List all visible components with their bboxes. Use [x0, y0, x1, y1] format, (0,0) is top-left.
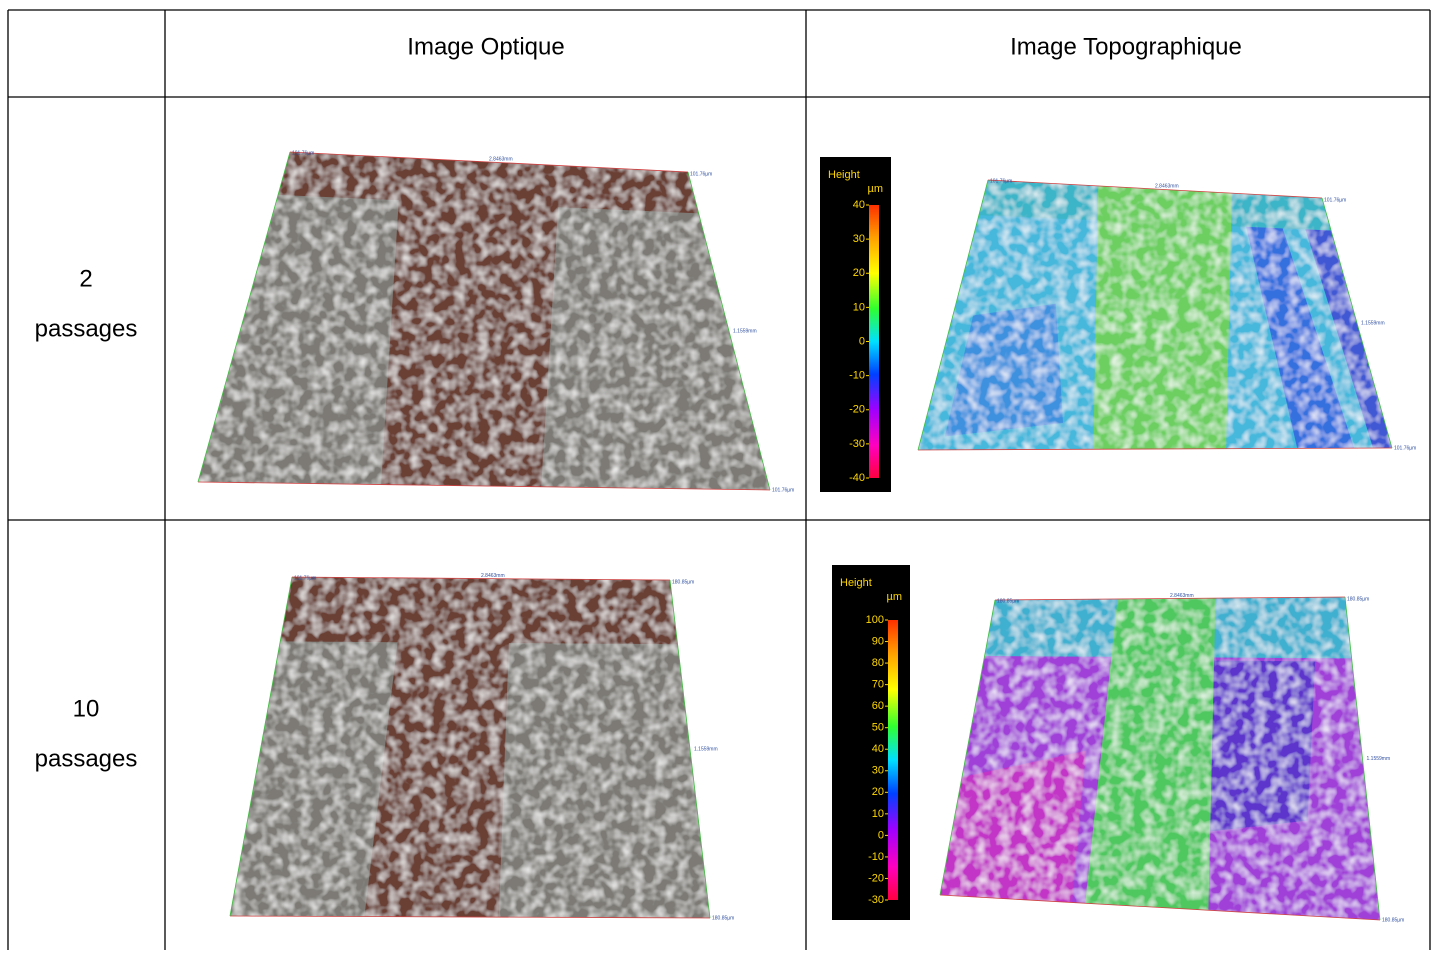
surface-streak [944, 303, 1063, 437]
axis-label: 101.76µm [772, 487, 794, 493]
colorbar-tick-label: 60 [872, 700, 884, 712]
colorbar-unit: µm [886, 591, 902, 603]
axis-label: 101.76µm [1394, 445, 1416, 451]
axis-label: 101.76µm [1324, 197, 1346, 203]
surface-stripe [381, 157, 561, 487]
colorbar-title: Height [840, 577, 872, 589]
surface-stripe [1085, 598, 1216, 911]
surface-image [918, 180, 1392, 450]
frame-edge [987, 179, 1323, 199]
axis-label: 2.8463mm [481, 573, 505, 579]
colorbar-gradient [869, 205, 879, 478]
frame-edge [1321, 197, 1393, 449]
colorbar-tick-label: -30 [849, 438, 865, 450]
axis-label: 1.1559mm [733, 328, 757, 334]
axis-label: 101.76µm [690, 171, 712, 177]
axis-label: 180.85µm [712, 915, 734, 921]
header-topographic: Image Topographique [1010, 33, 1242, 60]
frame [939, 596, 1381, 921]
frame-edge [229, 915, 711, 919]
colorbar-tick-label: 20 [872, 786, 884, 798]
surface-streak [1238, 193, 1355, 449]
axis-label: 180.85µm [672, 579, 694, 585]
row-label: passages [35, 745, 138, 772]
frame-edge [197, 481, 771, 491]
frame-edge [291, 576, 671, 581]
frame-edge [229, 576, 293, 917]
colorbar-tick-label: 40 [853, 199, 865, 211]
surface-stripe [1093, 185, 1232, 450]
colorbar-gradient [888, 620, 898, 900]
axis-label: 1.1559mm [1367, 756, 1391, 762]
frame-edge [687, 171, 771, 491]
colorbar-tick-label: -20 [868, 872, 884, 884]
row-label: 10 [73, 695, 100, 722]
axis-label: 2.8463mm [1170, 593, 1194, 599]
frame-edge [939, 599, 996, 896]
axis-label: 180.85µm [1347, 596, 1369, 602]
table-borders [7, 9, 1431, 950]
axis-label: 1.1559mm [694, 746, 718, 752]
frame-edge [197, 151, 291, 483]
axis-label: 2.8463mm [489, 156, 513, 162]
axis-label: 2.8463mm [1155, 183, 1179, 189]
frame-edge [917, 179, 989, 451]
frame-edge [917, 447, 1393, 451]
axis-label: 101.76µm [292, 150, 314, 156]
surface-image [198, 152, 770, 490]
frame-edge [939, 894, 1381, 921]
colorbar-tick-label: -40 [849, 472, 865, 484]
colorbar-tick-label: 10 [872, 808, 884, 820]
colorbar-unit: µm [867, 183, 883, 195]
colorbar-title: Height [828, 169, 860, 181]
colorbar-tick-label: 30 [872, 765, 884, 777]
colorbar-tick-label: 40 [872, 743, 884, 755]
frame-edge [669, 579, 711, 919]
surface-image [940, 597, 1380, 920]
colorbar-tick-label: -10 [868, 851, 884, 863]
axis-label: 101.76µm [990, 178, 1012, 184]
frame-edge [289, 151, 689, 173]
surface-image [230, 577, 710, 918]
colorbar-tick-label: 100 [866, 614, 884, 626]
axis-label: 101.76µm [294, 575, 316, 581]
colorbar-tick-label: 20 [853, 267, 865, 279]
surface-streak [1186, 660, 1316, 833]
header-optical: Image Optique [407, 33, 564, 60]
colorbar-tick-label: 50 [872, 722, 884, 734]
frame [229, 576, 711, 919]
axis-label: 1.1559mm [1361, 320, 1385, 326]
axis-label: 180.85µm [997, 598, 1019, 604]
colorbar-tick-label: -10 [849, 370, 865, 382]
frame [197, 151, 771, 491]
axis-label: 180.85µm [1382, 917, 1404, 923]
colorbar-tick-label: 80 [872, 657, 884, 669]
surface-streak [940, 750, 1086, 903]
colorbar-tick-label: 0 [878, 829, 884, 841]
colorbar-tick-label: -30 [868, 894, 884, 906]
surface-stripe [364, 577, 512, 918]
row-label: passages [35, 315, 138, 342]
colorbar-tick-label: -20 [849, 404, 865, 416]
colorbar-tick-label: 90 [872, 635, 884, 647]
frame [917, 179, 1393, 451]
surface-streak [1295, 196, 1392, 449]
frame-edge [1344, 596, 1381, 921]
colorbar-tick-label: 10 [853, 301, 865, 313]
colorbar-tick-label: 0 [859, 335, 865, 347]
colorbar-tick-label: 70 [872, 679, 884, 691]
colorbar-bg [820, 157, 891, 492]
row-label: 2 [79, 265, 92, 292]
colorbar-tick-label: 30 [853, 233, 865, 245]
frame-edge [994, 596, 1346, 601]
